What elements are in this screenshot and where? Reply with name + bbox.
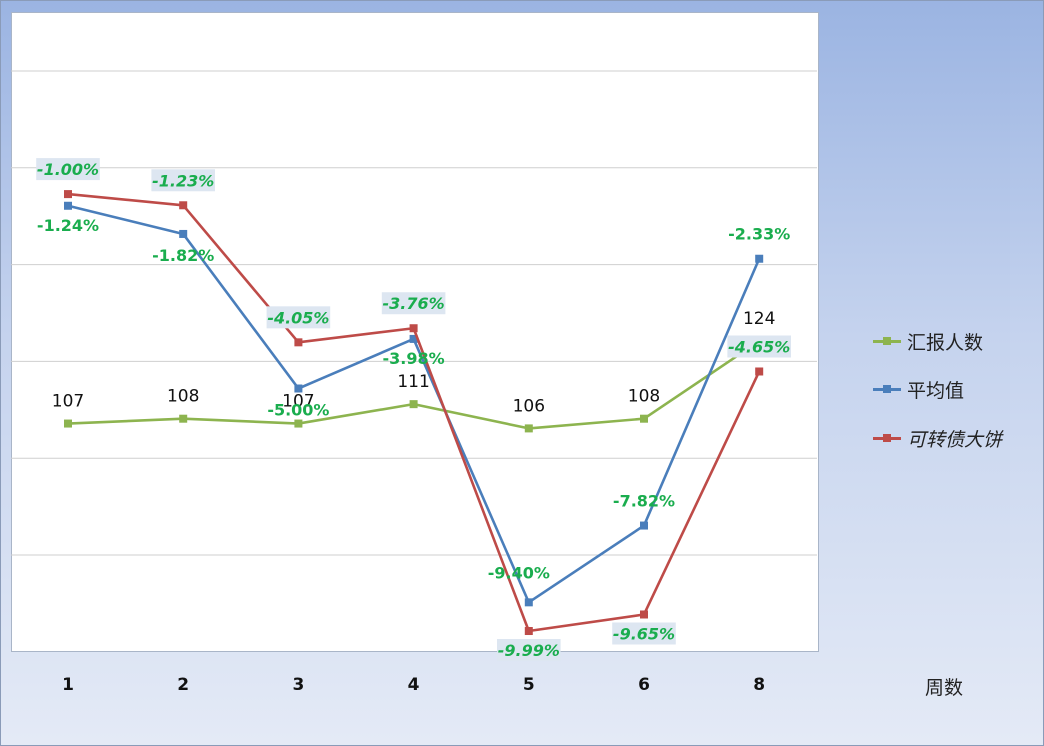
data-label-box xyxy=(151,169,215,192)
data-point-marker xyxy=(294,338,303,347)
data-point-marker xyxy=(755,367,764,376)
data-label: 111 xyxy=(397,372,429,392)
data-point-marker xyxy=(524,627,533,636)
legend-item-convertible: 可转债大饼 xyxy=(873,426,1003,451)
x-tick-label: 6 xyxy=(638,675,650,695)
data-point-marker xyxy=(524,424,533,433)
data-label-box xyxy=(36,158,100,181)
data-label: 107 xyxy=(282,392,314,412)
data-label: 107 xyxy=(52,392,84,412)
legend-label-convertible: 可转债大饼 xyxy=(907,428,1003,451)
legend-swatch-average xyxy=(873,382,901,396)
x-tick-label: 2 xyxy=(177,675,189,695)
data-label: 124 xyxy=(743,309,775,329)
x-tick-label: 1 xyxy=(62,675,74,695)
data-label: -1.82% xyxy=(152,246,214,265)
data-label: 108 xyxy=(628,387,660,407)
data-point-marker xyxy=(409,400,418,409)
data-point-marker xyxy=(64,201,72,210)
data-label: -1.00% xyxy=(37,160,99,179)
data-label: -5.00% xyxy=(267,401,329,420)
data-point-marker xyxy=(524,598,533,607)
data-label: -9.99% xyxy=(498,641,560,660)
data-point-marker xyxy=(179,229,188,238)
data-point-marker xyxy=(640,610,648,619)
data-point-marker xyxy=(294,419,303,428)
data-point-marker xyxy=(179,201,188,210)
data-label-box xyxy=(266,306,331,329)
data-label-box xyxy=(497,639,561,662)
data-point-marker xyxy=(640,521,648,530)
data-point-marker xyxy=(64,190,72,199)
data-point-marker xyxy=(294,384,303,393)
legend-item-average: 平均值 xyxy=(873,377,965,402)
data-label-box xyxy=(381,292,446,315)
legend-item-reports: 汇报人数 xyxy=(873,329,984,354)
data-label-box xyxy=(612,622,676,645)
x-tick-label: 4 xyxy=(408,675,420,695)
data-point-marker xyxy=(179,414,188,423)
data-point-marker xyxy=(409,324,418,333)
data-label: -2.33% xyxy=(728,225,790,244)
data-point-marker xyxy=(64,419,72,428)
data-label: 106 xyxy=(513,396,545,416)
data-label: -1.23% xyxy=(152,171,214,190)
data-point-marker xyxy=(640,414,648,423)
data-label: -7.82% xyxy=(613,492,675,511)
data-label: -3.76% xyxy=(383,294,445,313)
x-tick-label: 8 xyxy=(753,675,765,695)
x-tick-label: 5 xyxy=(523,675,535,695)
data-label-box xyxy=(727,335,791,358)
data-label: 108 xyxy=(167,387,199,407)
x-axis-title: 周数 xyxy=(925,677,964,699)
data-label: -4.65% xyxy=(728,337,790,356)
legend-swatch-convertible xyxy=(873,431,901,445)
data-label: -1.24% xyxy=(37,216,99,235)
data-point-marker xyxy=(409,334,418,343)
x-tick-label: 3 xyxy=(292,675,304,695)
data-label: -4.05% xyxy=(267,308,329,327)
legend-swatch-reports xyxy=(873,334,901,348)
legend-label-reports: 汇报人数 xyxy=(907,331,984,354)
data-label: -3.98% xyxy=(383,349,445,368)
data-label: -9.65% xyxy=(613,624,675,643)
data-label: -9.40% xyxy=(488,563,550,582)
data-point-marker xyxy=(755,254,764,263)
legend-label-average: 平均值 xyxy=(907,379,965,402)
